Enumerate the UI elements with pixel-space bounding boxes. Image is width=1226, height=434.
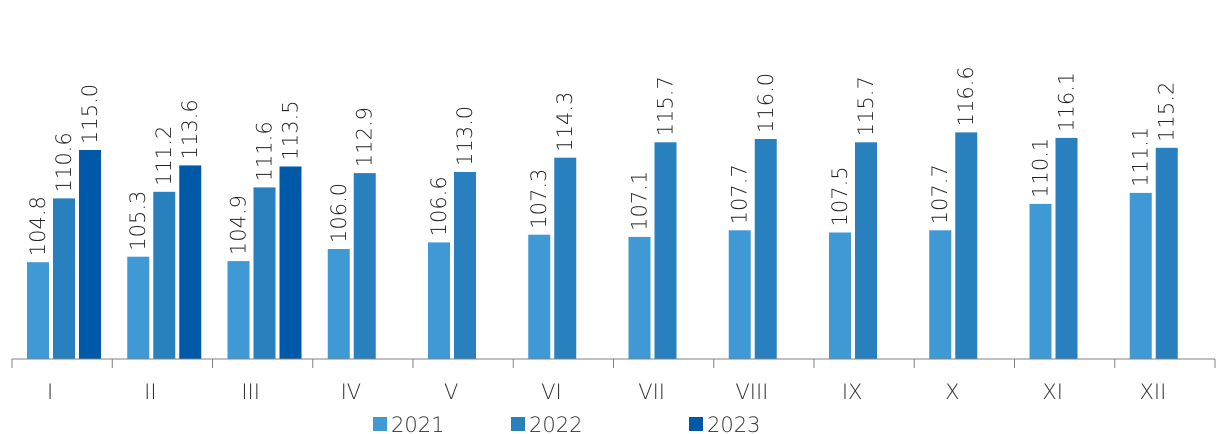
x-axis — [11, 358, 1216, 368]
legend-label-2021: 2021 — [391, 413, 444, 434]
value-label-2021-XI: 110.1 — [1029, 138, 1053, 198]
value-label-2021-V: 106.6 — [427, 176, 451, 236]
value-label-2022-VIII: 116.0 — [754, 73, 778, 133]
value-label-2021-I: 104.8 — [26, 196, 50, 256]
x-tick-label-XII: XII — [1139, 380, 1166, 404]
bar-2021-III — [227, 261, 250, 359]
bar-2021-VII — [628, 236, 651, 359]
legend: 2021 2022 2023 — [373, 413, 760, 434]
x-tick-label-III: III — [241, 380, 260, 404]
bar-2022-IV — [353, 173, 376, 359]
bar-2021-XI — [1029, 203, 1052, 359]
value-label-2022-III: 111.6 — [253, 121, 277, 181]
value-label-2022-XI: 116.1 — [1055, 72, 1079, 132]
value-label-2021-VIII: 107.7 — [728, 164, 752, 224]
bar-2021-II — [127, 256, 150, 359]
value-label-2022-X: 116.6 — [954, 66, 978, 126]
x-tick-label-V: V — [444, 380, 458, 404]
value-label-2021-III: 104.9 — [227, 195, 251, 255]
bar-2021-IX — [829, 232, 851, 359]
value-label-2022-IV: 112.9 — [353, 107, 377, 167]
x-tick-label-IV: IV — [341, 380, 362, 404]
bar-2021-V — [428, 242, 450, 359]
value-label-2022-VI: 114.3 — [553, 92, 577, 152]
bar-2022-VII — [654, 142, 677, 359]
bar-2021-VI — [528, 234, 551, 359]
value-label-2021-IX: 107.5 — [828, 166, 852, 226]
bar-2021-IV — [327, 249, 350, 359]
bar-2021-I — [27, 262, 49, 359]
legend-swatch-2023 — [689, 417, 703, 431]
legend-swatch-2022 — [511, 417, 525, 431]
x-tick-label-II: II — [144, 380, 156, 404]
value-label-2022-V: 113.0 — [453, 106, 477, 166]
x-tick-label-VII: VII — [638, 380, 665, 404]
bar-2021-VIII — [728, 230, 751, 359]
value-label-2022-I: 110.6 — [52, 132, 76, 192]
bar-2022-IX — [855, 142, 877, 359]
bar-2022-VIII — [754, 139, 777, 359]
bar-2022-III — [253, 187, 276, 359]
value-label-2021-VII: 107.1 — [628, 171, 652, 231]
x-tick-label-X: X — [945, 380, 959, 404]
x-tick-labels: I II III IV V VI VII VIII IX X XI XII — [47, 380, 1166, 404]
value-label-2021-IV: 106.0 — [327, 183, 351, 243]
bar-2022-XI — [1055, 137, 1078, 359]
bar-2022-II — [153, 191, 176, 359]
value-label-2022-XII: 115.2 — [1155, 82, 1179, 142]
bars-group — [27, 132, 1178, 359]
value-label-2022-II: 111.2 — [152, 126, 176, 186]
x-tick-label-I: I — [47, 380, 53, 404]
bar-2023-I — [79, 150, 101, 359]
x-tick-label-VI: VI — [541, 380, 562, 404]
value-label-2021-XII: 111.1 — [1129, 127, 1153, 187]
value-label-2022-VII: 115.7 — [654, 76, 678, 136]
value-label-2023-III: 113.5 — [279, 100, 303, 160]
bar-2022-V — [454, 172, 476, 359]
bar-2021-XII — [1129, 192, 1152, 359]
bar-2022-X — [955, 132, 978, 359]
bar-2022-XII — [1155, 147, 1178, 359]
bar-2023-III — [279, 166, 302, 359]
legend-label-2022: 2022 — [529, 413, 582, 434]
bar-2022-VI — [554, 157, 577, 359]
value-label-2021-II: 105.3 — [126, 191, 150, 251]
x-tick-label-IX: IX — [842, 380, 863, 404]
value-label-2023-II: 113.6 — [178, 99, 202, 159]
legend-label-2023: 2023 — [707, 413, 760, 434]
value-label-2023-I: 115.0 — [78, 84, 102, 144]
bar-2023-II — [179, 165, 202, 359]
bar-2021-X — [929, 230, 952, 359]
value-label-2021-VI: 107.3 — [527, 169, 551, 229]
legend-swatch-2021 — [373, 417, 387, 431]
value-label-2022-IX: 115.7 — [854, 76, 878, 136]
bar-2022-I — [53, 198, 75, 359]
x-tick-label-VIII: VIII — [735, 380, 768, 404]
x-tick-label-XI: XI — [1042, 380, 1063, 404]
value-label-2021-X: 107.7 — [928, 164, 952, 224]
